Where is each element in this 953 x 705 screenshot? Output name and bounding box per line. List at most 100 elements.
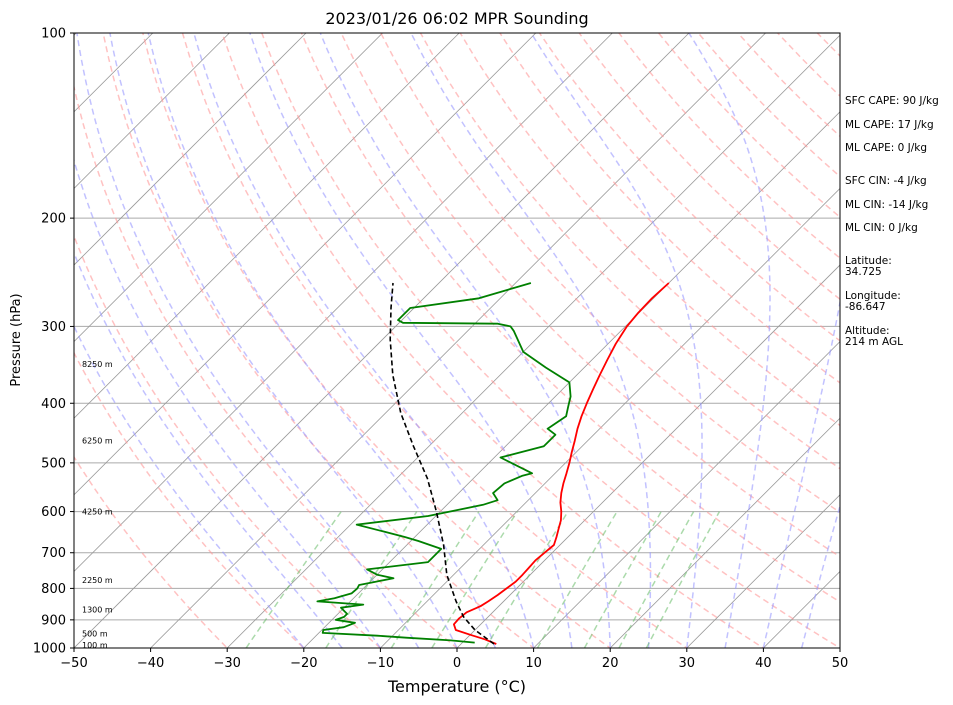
isotherm-line — [380, 187, 840, 648]
x-tick-label: 30 — [679, 656, 696, 671]
axes-frame — [73, 32, 841, 649]
moist-adiabat-line — [762, 298, 840, 648]
dry-adiabat-line — [221, 33, 765, 648]
dry-adiabat-line — [74, 234, 382, 648]
isotherm-line — [303, 111, 840, 648]
moist-adiabat-line — [109, 33, 458, 648]
height-label: 6250 m — [82, 437, 113, 446]
dry-adiabat-line — [300, 33, 840, 603]
height-label: 8250 m — [82, 360, 113, 369]
moist-adiabat-line — [688, 33, 771, 648]
dry-adiabat-line — [181, 33, 689, 648]
x-tick-label: 50 — [832, 656, 849, 671]
isotherm-line — [74, 33, 460, 419]
y-tick-label: 100 — [41, 27, 66, 42]
stats-line: ML CAPE: 17 J/kg — [845, 119, 934, 131]
y-tick-label: 600 — [41, 505, 66, 520]
isotherm-line — [609, 417, 840, 648]
mixing-ratio-line — [484, 511, 569, 648]
dry-adiabat-line — [102, 33, 535, 648]
y-tick-label: 300 — [41, 320, 66, 335]
x-tick-label: −10 — [367, 656, 394, 671]
parcel-profile-line — [389, 282, 495, 645]
y-tick-label: 1000 — [33, 642, 66, 657]
moist-adiabat-line — [74, 157, 382, 648]
x-tick-label: −20 — [290, 656, 317, 671]
height-label: 2250 m — [82, 576, 113, 585]
mixing-ratio-line — [536, 511, 618, 648]
y-tick-label: 700 — [41, 546, 66, 561]
stats-line: Longitude: — [845, 290, 901, 302]
x-axis-title: Temperature (°C) — [387, 677, 526, 696]
moist-adiabat-line — [530, 33, 703, 648]
y-tick-label: 500 — [41, 456, 66, 471]
dry-adiabat-line — [578, 33, 840, 301]
stats-line: -86.647 — [845, 301, 886, 313]
x-tick-label: −30 — [213, 656, 240, 671]
stats-line: 214 m AGL — [845, 336, 903, 348]
mixing-ratio-line — [325, 511, 418, 648]
dry-adiabat-line — [74, 351, 305, 648]
dewpoint-profile-line — [316, 282, 572, 644]
y-tick-label: 200 — [41, 212, 66, 227]
profile-lines — [316, 282, 670, 645]
stats-panel: SFC CAPE: 90 J/kg ML CAPE: 17 J/kg ML CAPE… — [845, 95, 939, 348]
moist-adiabat-line — [800, 503, 840, 648]
x-tick-label: 10 — [525, 656, 542, 671]
isotherm-line — [456, 264, 840, 648]
dry-adiabat-line — [379, 33, 840, 514]
isotherm-line — [74, 33, 613, 572]
mixing-ratio-line — [390, 511, 480, 648]
dry-adiabat-line — [538, 33, 840, 342]
mixing-ratio-line — [645, 511, 721, 648]
isotherm-line — [74, 33, 690, 648]
temperature-profile-line — [452, 282, 670, 645]
isotherm-line — [533, 341, 840, 648]
stats-line: ML CIN: 0 J/kg — [845, 222, 918, 234]
x-tick-label: −40 — [137, 656, 164, 671]
isotherm-line — [74, 33, 230, 189]
dry-adiabat-line — [74, 455, 229, 648]
x-tick-label: 0 — [453, 656, 461, 671]
y-tick-label: 800 — [41, 582, 66, 597]
stats-line: ML CAPE: 0 J/kg — [845, 142, 927, 154]
tick-labels: −50 −40 −30 −20 −10 0 10 20 30 40 50 1000 900 800 700 6… — [33, 27, 848, 672]
isotherm-line — [74, 33, 307, 266]
plot-frame — [73, 32, 841, 649]
x-tick-label: 40 — [755, 656, 772, 671]
isotherm-line — [686, 494, 840, 648]
height-label: 500 m — [82, 630, 108, 639]
y-tick-label: 900 — [41, 613, 66, 628]
x-tick-label: 20 — [602, 656, 619, 671]
chart-title: 2023/01/26 06:02 MPR Sounding — [325, 9, 588, 28]
mixing-ratio-line — [583, 511, 662, 648]
dry-adiabat-line — [261, 33, 840, 648]
isotherm-line — [74, 33, 537, 496]
y-axis-title: Pressure (hPa) — [9, 293, 24, 386]
dry-adiabat-line — [74, 83, 459, 648]
moist-adiabat-line — [76, 33, 420, 648]
moist-adiabat-line — [319, 33, 611, 648]
dry-adiabat-line — [142, 33, 612, 648]
height-label: 100 m — [82, 641, 108, 650]
stats-line: ML CIN: -14 J/kg — [845, 199, 928, 211]
height-label: 4250 m — [82, 508, 113, 517]
x-tick-label: −50 — [60, 656, 87, 671]
mixing-ratio-line — [245, 511, 342, 648]
stats-line: 34.725 — [845, 266, 882, 278]
y-tick-label: 400 — [41, 397, 66, 412]
stats-line: Latitude: — [845, 255, 892, 267]
isotherm-line — [226, 34, 840, 648]
height-labels: 100 m 500 m 1300 m 2250 m 4250 m 6250 m 8250 m — [82, 360, 113, 650]
stats-line: Altitude: — [845, 325, 890, 337]
stats-line: SFC CAPE: 90 J/kg — [845, 95, 939, 107]
moist-adiabat-line — [410, 33, 652, 648]
stats-line: SFC CIN: -4 J/kg — [845, 175, 927, 187]
isotherm-line — [74, 33, 383, 343]
mixing-ratio-line — [431, 511, 518, 648]
dry-adiabat-line — [340, 33, 840, 558]
background-lines — [74, 33, 840, 648]
height-label: 1300 m — [82, 605, 113, 614]
moist-adiabat-line — [193, 33, 535, 648]
